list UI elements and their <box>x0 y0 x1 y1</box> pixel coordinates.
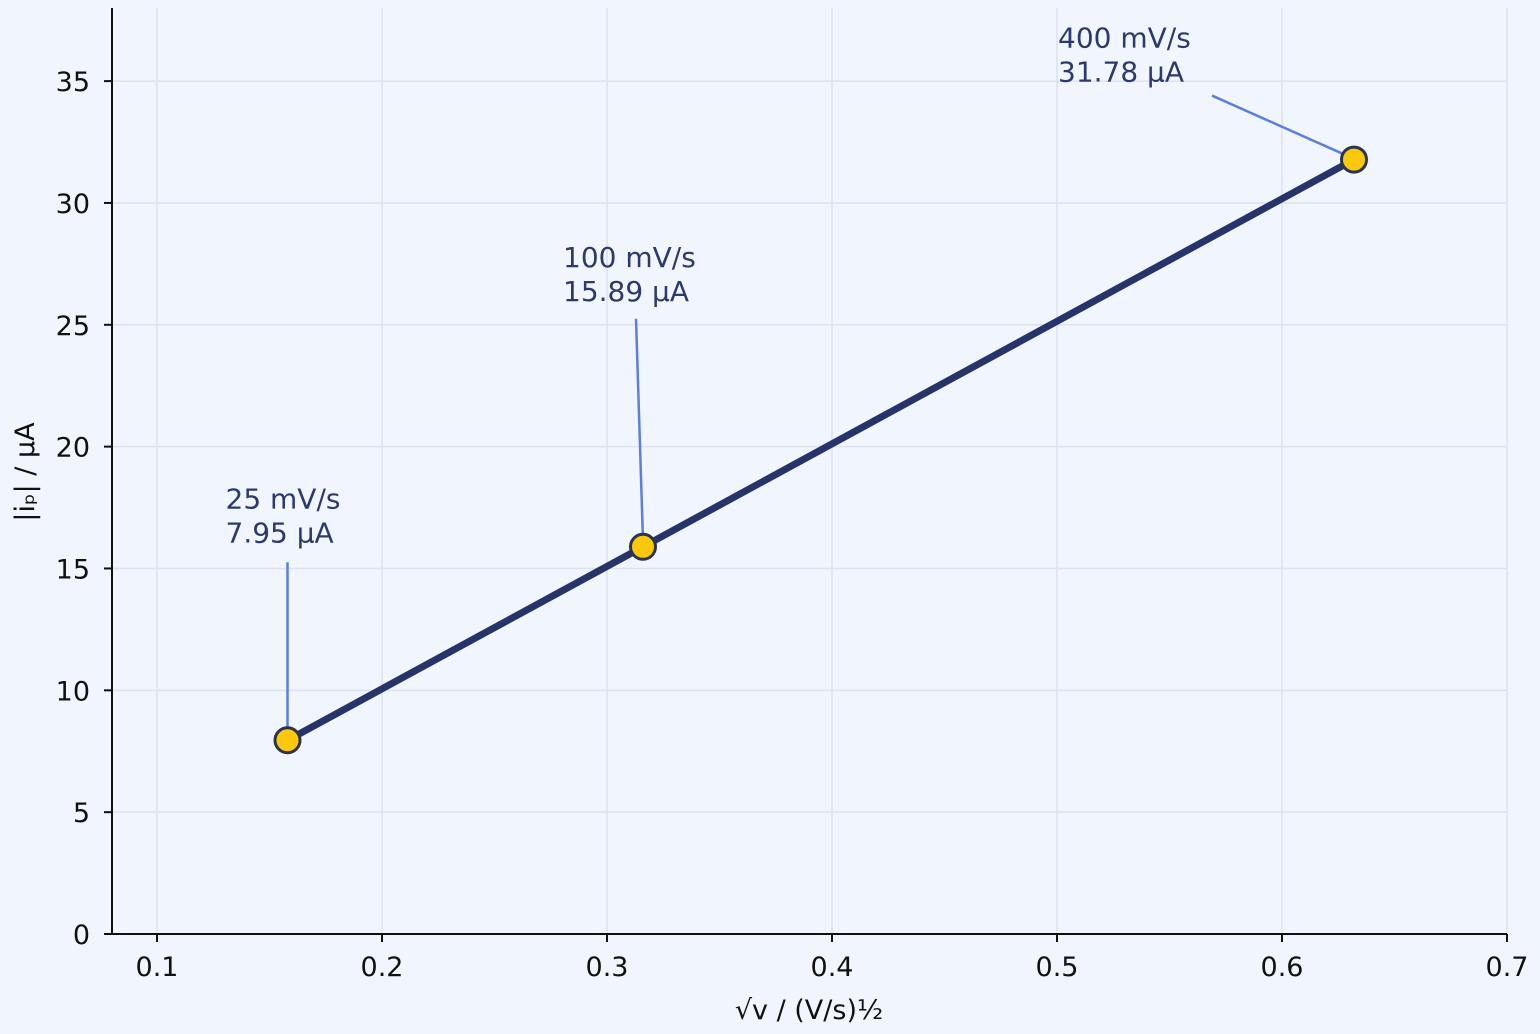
data-point <box>1340 145 1368 174</box>
annotation-scan-rate: 100 mV/s <box>563 241 696 274</box>
y-tick-label: 15 <box>56 554 90 585</box>
annotation-peak-current: 31.78 µA <box>1058 56 1184 89</box>
x-tick-label: 0.4 <box>811 952 854 983</box>
x-tick-label: 0.1 <box>136 952 179 983</box>
x-tick-label: 0.6 <box>1261 952 1304 983</box>
x-tick-label: 0.3 <box>586 952 629 983</box>
axes-spines <box>111 8 1507 935</box>
series-layer <box>284 156 1358 744</box>
y-tick-label: 25 <box>56 311 90 342</box>
data-point <box>273 726 302 755</box>
x-tick-label: 0.5 <box>1036 952 1079 983</box>
annotation-peak-current: 15.89 µA <box>563 275 689 308</box>
annotation-leader-line <box>1211 94 1350 158</box>
y-axis-title: |iₚ| / µA <box>10 422 41 522</box>
x-axis-title: √v / (V/s)½ <box>735 995 883 1026</box>
annotation-peak-current: 7.95 µA <box>226 516 334 549</box>
annotation-scan-rate: 400 mV/s <box>1058 22 1191 55</box>
y-tick-label: 35 <box>56 67 90 98</box>
x-tick-label: 0.7 <box>1486 952 1529 983</box>
axis-ticks: 0.1 0.2 0.3 0.4 0.5 0.6 0.7 0 5 10 15 20 25 30 35 <box>56 67 1529 983</box>
data-point <box>629 532 657 561</box>
y-tick-label: 10 <box>56 676 90 707</box>
annotation-layer: 25 mV/s7.95 µA 100 mV/s15.89 µA 400 mV/s31… <box>226 22 1368 755</box>
y-tick-label: 0 <box>73 920 90 951</box>
x-tick-label: 0.2 <box>361 952 404 983</box>
y-tick-label: 30 <box>56 189 90 220</box>
grid-layer <box>112 8 1508 935</box>
y-tick-label: 20 <box>56 433 90 464</box>
series-line <box>284 156 1358 744</box>
annotation-leader-line <box>634 318 645 541</box>
annotation-scan-rate: 25 mV/s <box>226 482 341 515</box>
y-tick-label: 5 <box>73 798 90 829</box>
